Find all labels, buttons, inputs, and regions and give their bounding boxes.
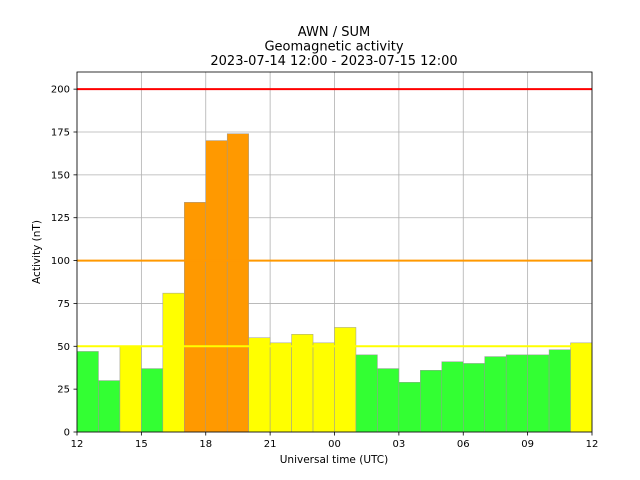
x-tick-label: 09 bbox=[521, 439, 534, 450]
x-axis-label: Universal time (UTC) bbox=[280, 454, 388, 466]
y-axis-ticks: 0 25 50 75 100 125 150 175 200 bbox=[51, 85, 77, 439]
x-tick-label: 12 bbox=[71, 439, 84, 450]
y-tick-label: 0 bbox=[64, 428, 70, 439]
bar-05 bbox=[441, 361, 464, 433]
bar-07 bbox=[484, 356, 507, 433]
y-tick-label: 75 bbox=[57, 299, 70, 310]
y-tick-label: 150 bbox=[51, 170, 70, 181]
bar-15 bbox=[141, 368, 164, 433]
y-axis-label: Activity (nT) bbox=[31, 220, 43, 284]
bar-03 bbox=[398, 382, 421, 433]
bar-20 bbox=[248, 337, 271, 433]
x-tick-label: 18 bbox=[199, 439, 212, 450]
bar-06 bbox=[463, 363, 485, 433]
y-tick-label: 25 bbox=[57, 385, 70, 396]
x-tick-label: 15 bbox=[135, 439, 148, 450]
bar-10 bbox=[548, 349, 571, 433]
bar-16 bbox=[162, 292, 185, 433]
x-axis-ticks: 12 15 18 21 00 03 06 09 12 bbox=[71, 432, 599, 450]
bar-08 bbox=[505, 354, 528, 433]
bar-13 bbox=[98, 380, 121, 433]
chart-title-line-3: 2023-07-14 12:00 - 2023-07-15 12:00 bbox=[210, 54, 457, 69]
x-tick-label: 06 bbox=[457, 439, 470, 450]
y-tick-label: 175 bbox=[51, 128, 70, 139]
bar-18 bbox=[205, 140, 228, 433]
x-tick-label: 12 bbox=[586, 439, 599, 450]
y-tick-label: 125 bbox=[51, 213, 70, 224]
threshold-lines bbox=[77, 88, 592, 348]
x-tick-label: 21 bbox=[264, 439, 277, 450]
bar-00 bbox=[334, 327, 357, 433]
bar-02 bbox=[377, 368, 400, 433]
bar-11 bbox=[570, 342, 593, 433]
chart-title-line-1: AWN / SUM bbox=[298, 25, 370, 40]
x-tick-label: 03 bbox=[393, 439, 406, 450]
bar-19 bbox=[226, 133, 249, 433]
bar-04 bbox=[420, 370, 443, 433]
bar-12 bbox=[76, 351, 99, 433]
bar-17 bbox=[184, 202, 207, 433]
chart-title-line-2: Geomagnetic activity bbox=[264, 40, 403, 55]
bar-09 bbox=[527, 354, 550, 433]
x-tick-label: 00 bbox=[328, 439, 341, 450]
bar-01 bbox=[355, 354, 378, 433]
bar-22 bbox=[291, 334, 314, 433]
bar-21 bbox=[269, 342, 292, 433]
y-tick-label: 200 bbox=[51, 85, 70, 96]
y-tick-label: 100 bbox=[51, 256, 70, 267]
y-tick-label: 50 bbox=[57, 342, 70, 353]
bar-23 bbox=[312, 342, 335, 433]
bar-14 bbox=[119, 346, 142, 433]
